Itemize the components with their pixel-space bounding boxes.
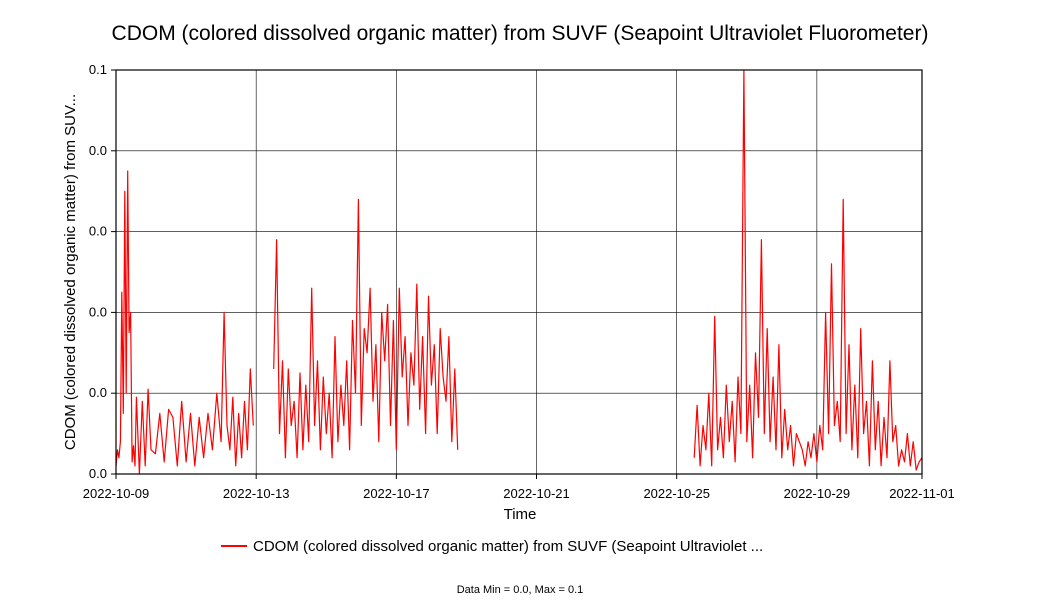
y-tick-label: 0.0 [89,143,107,158]
x-tick-label: 2022-11-01 [889,486,955,501]
y-tick-label: 0.1 [89,62,107,77]
grid-lines [115,69,923,475]
x-axis-ticks: 2022-10-09 2022-10-13 2022-10-17 2022-10-21… [83,474,955,501]
data-min-max-note: Data Min = 0.0, Max = 0.1 [457,584,584,596]
data-layer [115,69,923,475]
y-tick-label: 0.0 [89,466,107,481]
y-axis-ticks: 0.0 0.0 0.0 0.0 0.0 0.1 [89,62,116,481]
y-tick-label: 0.0 [89,304,107,319]
x-tick-label: 2022-10-25 [643,486,710,501]
series-line-segment [273,198,459,459]
legend-label: CDOM (colored dissolved organic matter) … [253,538,763,555]
legend: CDOM (colored dissolved organic matter) … [221,538,763,555]
chart-title: CDOM (colored dissolved organic matter) … [112,22,929,45]
y-tick-label: 0.0 [89,385,107,400]
x-tick-label: 2022-10-17 [363,486,430,501]
plot-frame [115,69,923,475]
series-line-segment [693,69,923,471]
y-axis-label: CDOM (colored dissolved organic matter) … [62,94,79,450]
x-tick-label: 2022-10-13 [223,486,290,501]
x-tick-label: 2022-10-21 [503,486,570,501]
x-tick-label: 2022-10-09 [83,486,150,501]
y-tick-label: 0.0 [89,224,107,239]
x-axis-label: Time [504,506,537,523]
x-tick-label: 2022-10-29 [784,486,851,501]
series-line-segment [115,170,254,475]
